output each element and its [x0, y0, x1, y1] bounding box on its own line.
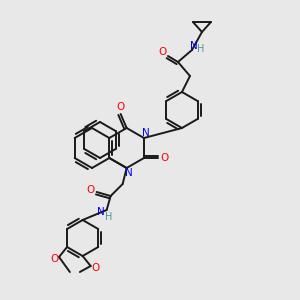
Text: O: O — [50, 254, 58, 264]
Text: O: O — [86, 185, 95, 195]
Text: O: O — [161, 153, 169, 163]
Text: N: N — [97, 207, 104, 217]
Text: N: N — [190, 41, 198, 51]
Text: O: O — [159, 47, 167, 57]
Text: O: O — [92, 263, 100, 273]
Text: N: N — [142, 128, 150, 138]
Text: O: O — [116, 102, 125, 112]
Text: N: N — [125, 168, 133, 178]
Text: H: H — [105, 212, 112, 222]
Text: H: H — [197, 44, 205, 54]
